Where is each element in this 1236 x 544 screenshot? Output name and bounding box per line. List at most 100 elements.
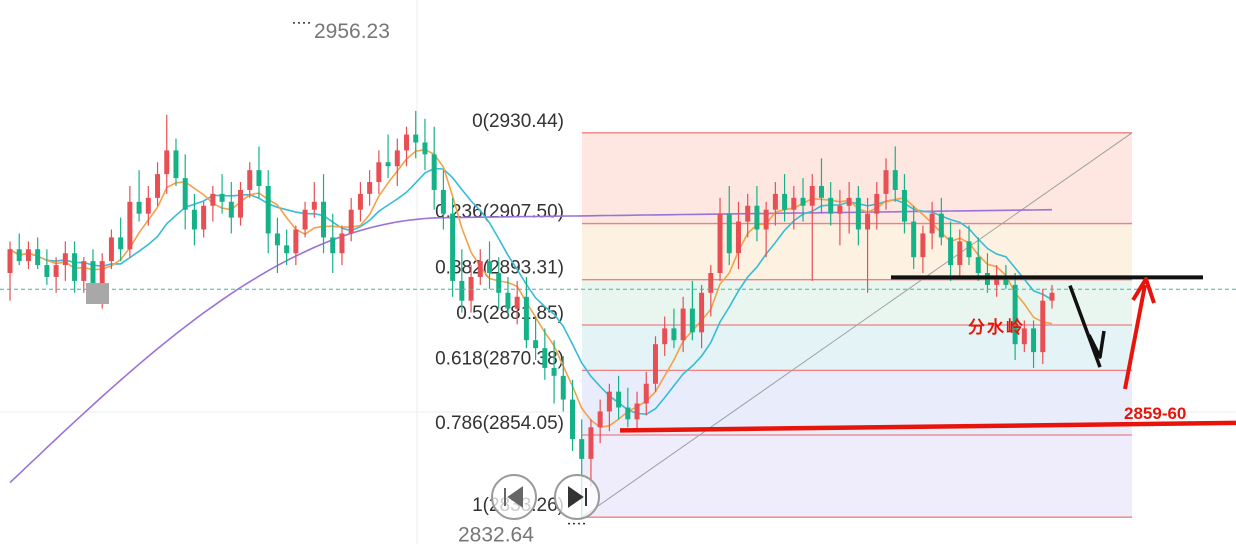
candle-body xyxy=(505,292,511,309)
fib-trend-line xyxy=(581,132,1133,518)
skip-back-icon xyxy=(504,486,523,508)
candle-body xyxy=(477,261,483,277)
candle-body xyxy=(247,170,253,190)
candle-body xyxy=(173,150,179,179)
candle-body xyxy=(385,162,391,167)
candle-body xyxy=(994,276,1000,285)
fib-level-label: 0.382(2893.31) xyxy=(435,258,564,279)
candle-body xyxy=(551,367,557,376)
fib-zone xyxy=(582,223,1132,280)
candle-body xyxy=(228,201,234,218)
candle-body xyxy=(1012,284,1018,345)
candle-body xyxy=(671,328,677,341)
fib-retracement: 0(2930.44)0.236(2907.50)0.382(2893.31)0.… xyxy=(435,111,1133,518)
candle-body xyxy=(72,253,78,281)
candle-body xyxy=(569,399,575,440)
candle-body xyxy=(929,213,935,234)
watershed-label: 分水岭 xyxy=(968,317,1025,338)
candle-body xyxy=(883,170,889,194)
up-arrow-shaft xyxy=(1123,284,1147,390)
candle-body xyxy=(7,249,13,273)
candle-body xyxy=(708,273,714,293)
scroll-back-button[interactable] xyxy=(491,474,537,520)
candle-body xyxy=(62,253,68,266)
candle-body xyxy=(745,205,751,222)
candle-body xyxy=(616,391,622,408)
candle-body xyxy=(357,193,363,210)
candle-body xyxy=(238,189,244,218)
candle-body xyxy=(948,237,954,266)
candle-body xyxy=(25,249,31,262)
fib-level-label: 0.786(2854.05) xyxy=(435,413,564,434)
candle-body xyxy=(772,193,778,210)
candle-body xyxy=(782,193,788,210)
low-price-label: 2832.64 xyxy=(458,524,534,544)
candle-body xyxy=(459,280,465,301)
candle-body xyxy=(560,375,566,400)
candle-body xyxy=(321,201,327,238)
up-arrow-head xyxy=(1131,277,1156,304)
candle-body xyxy=(90,261,96,289)
candle-body xyxy=(155,174,161,198)
candle-body xyxy=(118,237,124,250)
candle-body xyxy=(588,427,594,459)
marker-square xyxy=(86,283,109,304)
candle-body xyxy=(394,150,400,167)
candle-body xyxy=(293,229,299,254)
candle-body xyxy=(911,221,917,258)
candle-body xyxy=(966,241,972,258)
candle-body xyxy=(735,221,741,254)
candle-body xyxy=(957,241,963,266)
candle-body xyxy=(597,411,603,428)
candle-body xyxy=(846,197,852,206)
down-arrow-head xyxy=(1087,330,1106,359)
candle-body xyxy=(1021,328,1027,345)
candle-body xyxy=(496,273,502,293)
candle-body xyxy=(652,344,658,384)
candle-body xyxy=(182,178,188,210)
candle-body xyxy=(487,261,493,273)
candle-body xyxy=(330,237,336,254)
candle-body xyxy=(219,193,225,202)
candle-body xyxy=(763,209,769,230)
candle-body xyxy=(431,154,437,190)
high-price-label: 2956.23 xyxy=(314,20,390,43)
candle-body xyxy=(855,197,861,230)
candle-body xyxy=(348,209,354,234)
candle-body xyxy=(191,209,197,230)
candle-body xyxy=(625,407,631,420)
candle-body xyxy=(256,170,262,186)
candle-body xyxy=(53,265,59,277)
candle-body xyxy=(1031,328,1037,353)
candle-body xyxy=(699,292,705,333)
candle-body xyxy=(136,201,142,214)
candle-body xyxy=(726,213,732,254)
down-arrow-shaft xyxy=(1068,285,1102,368)
candle-body xyxy=(680,308,686,341)
candle-body xyxy=(440,189,446,214)
candle-body xyxy=(367,182,373,194)
scroll-forward-button[interactable] xyxy=(554,474,600,520)
candle-body xyxy=(837,205,843,214)
candle-body xyxy=(1049,292,1055,301)
candle-body xyxy=(201,205,207,230)
annotations xyxy=(0,22,1236,525)
candle-body xyxy=(717,213,723,273)
candle-body xyxy=(818,185,824,198)
candle-body xyxy=(791,197,797,210)
candle-body xyxy=(938,213,944,238)
skip-forward-icon xyxy=(568,486,587,508)
candle-body xyxy=(127,201,133,250)
candle-body xyxy=(1003,276,1009,285)
candle-body xyxy=(579,439,585,459)
candle-body xyxy=(16,249,22,262)
candle-body xyxy=(523,296,529,341)
fib-level-label: 0.618(2870.38) xyxy=(435,348,564,369)
support-line xyxy=(619,420,1236,433)
candle-body xyxy=(450,213,456,281)
candle-body xyxy=(274,233,280,246)
candle-body xyxy=(809,185,815,206)
candle-body xyxy=(901,189,907,222)
candle-body xyxy=(164,150,170,175)
